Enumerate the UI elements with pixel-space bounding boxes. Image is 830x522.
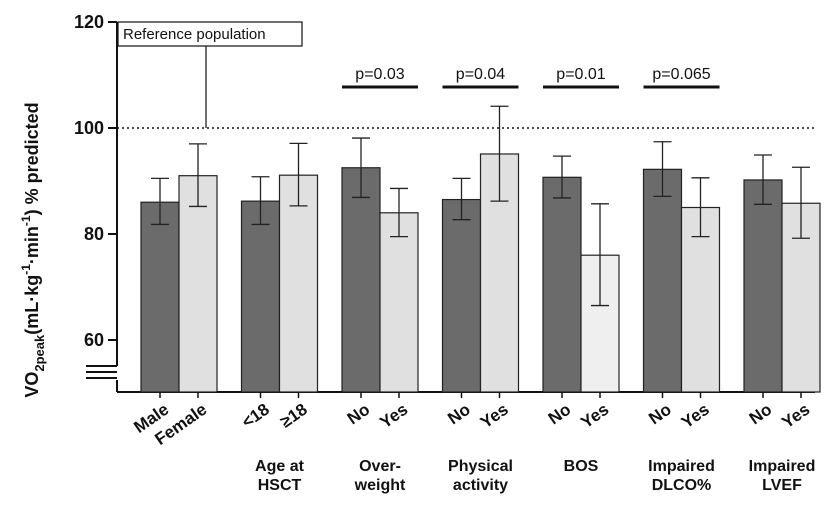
- category-label: No: [545, 400, 574, 429]
- reference-label-box: [117, 21, 303, 47]
- category-label: Yes: [477, 400, 512, 432]
- pvalue-label: p=0.03: [355, 66, 404, 83]
- category-label: No: [344, 400, 373, 429]
- bar: [441, 198, 482, 393]
- y-axis-label-main: VO: [22, 372, 42, 398]
- y-axis-label-sup2: -1: [19, 215, 33, 226]
- bar: [542, 176, 582, 393]
- category-label: Yes: [376, 400, 411, 432]
- y-axis-label-sub: 2peak: [32, 334, 47, 372]
- group-label: Over-: [359, 458, 401, 475]
- group-label: Physical: [448, 458, 513, 475]
- bar: [642, 168, 683, 393]
- bar: [278, 174, 319, 393]
- bar: [743, 179, 783, 393]
- group-label: Impaired: [648, 458, 715, 475]
- bar: [178, 175, 218, 393]
- category-label: <18: [238, 400, 273, 432]
- pvalue-label: p=0.01: [556, 66, 605, 83]
- group-label: BOS: [564, 458, 599, 475]
- y-axis-label-mid1: (mL·kg: [22, 275, 42, 335]
- group-label: activity: [453, 477, 508, 494]
- category-label: Yes: [778, 400, 813, 432]
- y-axis-label-sup1: -1: [19, 264, 33, 275]
- category-label: Yes: [577, 400, 612, 432]
- bar: [341, 167, 381, 393]
- bar: [240, 200, 281, 393]
- category-label: ≥18: [277, 400, 311, 432]
- y-tick-label-100: 100: [74, 118, 104, 138]
- bar: [140, 201, 180, 393]
- group-label: LVEF: [762, 477, 802, 494]
- group-label: DLCO%: [652, 477, 712, 494]
- y-tick-label-120: 120: [74, 12, 104, 32]
- y-axis-label: VO2peak(mL·kg-1·min-1) % predicted: [19, 102, 47, 397]
- group-label: weight: [354, 477, 406, 494]
- group-label: Impaired: [749, 458, 816, 475]
- y-axis-label-mid2: ·min: [22, 226, 42, 264]
- pvalue-label: p=0.065: [652, 66, 710, 83]
- group-label: Age at: [255, 458, 305, 475]
- category-label: No: [746, 400, 775, 429]
- group-label: HSCT: [258, 477, 302, 494]
- bar: [379, 212, 419, 393]
- category-label: No: [645, 400, 674, 429]
- category-label: No: [444, 400, 473, 429]
- category-label: Yes: [678, 400, 713, 432]
- y-tick-label-60: 60: [84, 330, 104, 350]
- reference-label: Reference population: [123, 26, 266, 43]
- y-axis-label-tail: ) % predicted: [22, 102, 42, 215]
- bar: [680, 206, 721, 393]
- pvalue-label: p=0.04: [456, 66, 505, 83]
- y-tick-label-80: 80: [84, 224, 104, 244]
